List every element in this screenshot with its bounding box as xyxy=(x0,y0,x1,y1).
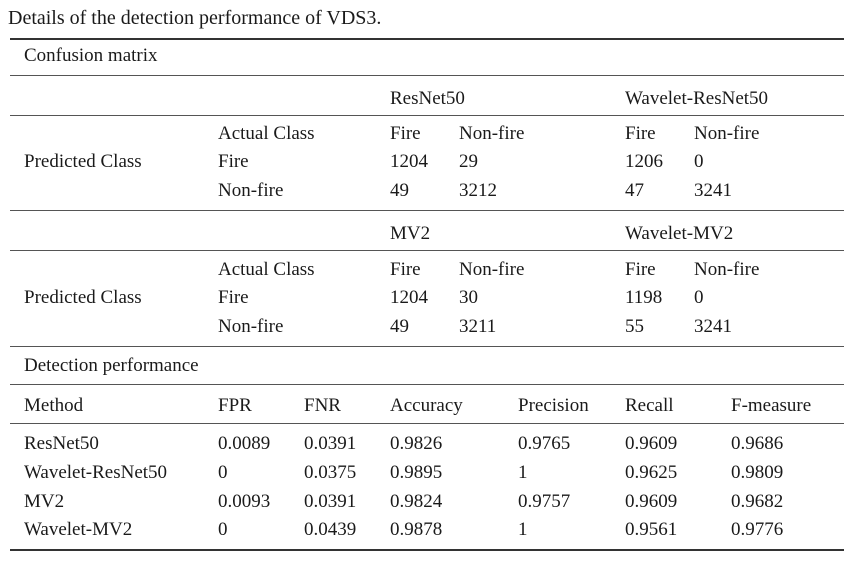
row-header: Predicted Class xyxy=(24,151,142,172)
table-cell: 1 xyxy=(518,519,528,540)
table-cell: 0.9625 xyxy=(625,462,678,483)
table-cell: 0.9776 xyxy=(731,519,784,540)
label-non-fire: Non-fire xyxy=(218,316,284,337)
label-fire: Fire xyxy=(218,151,249,172)
matrix-cell: 1204 xyxy=(390,151,428,172)
matrix-cell: 1206 xyxy=(625,151,663,172)
table-cell: 0.9809 xyxy=(731,462,784,483)
matrix-cell: 49 xyxy=(390,180,409,201)
column-header: F-measure xyxy=(731,395,812,416)
table-cell: 0.0439 xyxy=(304,519,357,540)
matrix-cell: 0 xyxy=(694,151,704,172)
left-col-fire: Fire xyxy=(390,123,421,144)
bottom-rule xyxy=(10,549,844,551)
table-cell: 0.9609 xyxy=(625,491,678,512)
label-actual-class: Actual Class xyxy=(218,259,315,280)
top-rule xyxy=(10,38,844,40)
matrix-cell: 1204 xyxy=(390,287,428,308)
confusion-section-title: Confusion matrix xyxy=(24,45,158,66)
table-cell: 0.9757 xyxy=(518,491,571,512)
table-caption: Details of the detection performance of … xyxy=(8,7,382,29)
table-cell: 0.0089 xyxy=(218,433,271,454)
right-col-non-fire: Non-fire xyxy=(694,123,760,144)
table-cell: 0.9826 xyxy=(390,433,443,454)
table-cell: 0.9765 xyxy=(518,433,571,454)
rule-before-performance xyxy=(10,346,844,347)
right-col-non-fire: Non-fire xyxy=(694,259,760,280)
matrix-cell: 29 xyxy=(459,151,478,172)
right-col-fire: Fire xyxy=(625,123,656,144)
table-cell: 0.0093 xyxy=(218,491,271,512)
model-header-right: Wavelet-MV2 xyxy=(625,223,734,244)
matrix-cell: 3211 xyxy=(459,316,497,337)
table-cell: 0.9824 xyxy=(390,491,443,512)
label-fire: Fire xyxy=(218,287,249,308)
table-cell: 0.0391 xyxy=(304,491,357,512)
table-cell: 0.9609 xyxy=(625,433,678,454)
model-header-left: MV2 xyxy=(390,223,431,244)
table-cell: 0.0375 xyxy=(304,462,357,483)
model-header-left: ResNet50 xyxy=(390,88,465,109)
matrix-cell: 3241 xyxy=(694,180,732,201)
matrix-cell: 30 xyxy=(459,287,478,308)
table-cell: 0.9686 xyxy=(731,433,784,454)
table-cell: ResNet50 xyxy=(24,433,99,454)
column-header: FNR xyxy=(304,395,341,416)
row-header: Predicted Class xyxy=(24,287,142,308)
column-header: Recall xyxy=(625,395,674,416)
model-header-right: Wavelet-ResNet50 xyxy=(625,88,769,109)
table-cell: MV2 xyxy=(24,491,65,512)
table-cell: 0.9878 xyxy=(390,519,443,540)
performance-header-rule xyxy=(10,423,844,424)
table-cell: 0 xyxy=(218,519,228,540)
column-header: FPR xyxy=(218,395,252,416)
table-cell: 1 xyxy=(518,462,528,483)
rule-after-performance-title xyxy=(10,384,844,385)
column-header: Accuracy xyxy=(390,395,463,416)
matrix-cell: 3212 xyxy=(459,180,497,201)
table-cell: 0.0391 xyxy=(304,433,357,454)
matrix-cell: 0 xyxy=(694,287,704,308)
table-cell: 0.9895 xyxy=(390,462,443,483)
matrix-2-header-rule xyxy=(10,250,844,251)
matrix-cell: 55 xyxy=(625,316,644,337)
left-col-non-fire: Non-fire xyxy=(459,123,525,144)
matrix-cell: 49 xyxy=(390,316,409,337)
matrix-1-header-rule xyxy=(10,115,844,116)
column-header: Method xyxy=(24,395,84,416)
table-cell: Wavelet-MV2 xyxy=(24,519,133,540)
rule-between-matrices xyxy=(10,210,844,211)
matrix-cell: 1198 xyxy=(625,287,663,308)
table-cell: Wavelet-ResNet50 xyxy=(24,462,168,483)
left-col-non-fire: Non-fire xyxy=(459,259,525,280)
performance-section-title: Detection performance xyxy=(24,355,199,376)
table-cell: 0 xyxy=(218,462,228,483)
label-actual-class: Actual Class xyxy=(218,123,315,144)
rule-after-confusion-title xyxy=(10,75,844,76)
table-cell: 0.9561 xyxy=(625,519,678,540)
matrix-cell: 47 xyxy=(625,180,644,201)
matrix-cell: 3241 xyxy=(694,316,732,337)
right-col-fire: Fire xyxy=(625,259,656,280)
table-cell: 0.9682 xyxy=(731,491,784,512)
left-col-fire: Fire xyxy=(390,259,421,280)
label-non-fire: Non-fire xyxy=(218,180,284,201)
column-header: Precision xyxy=(518,395,589,416)
